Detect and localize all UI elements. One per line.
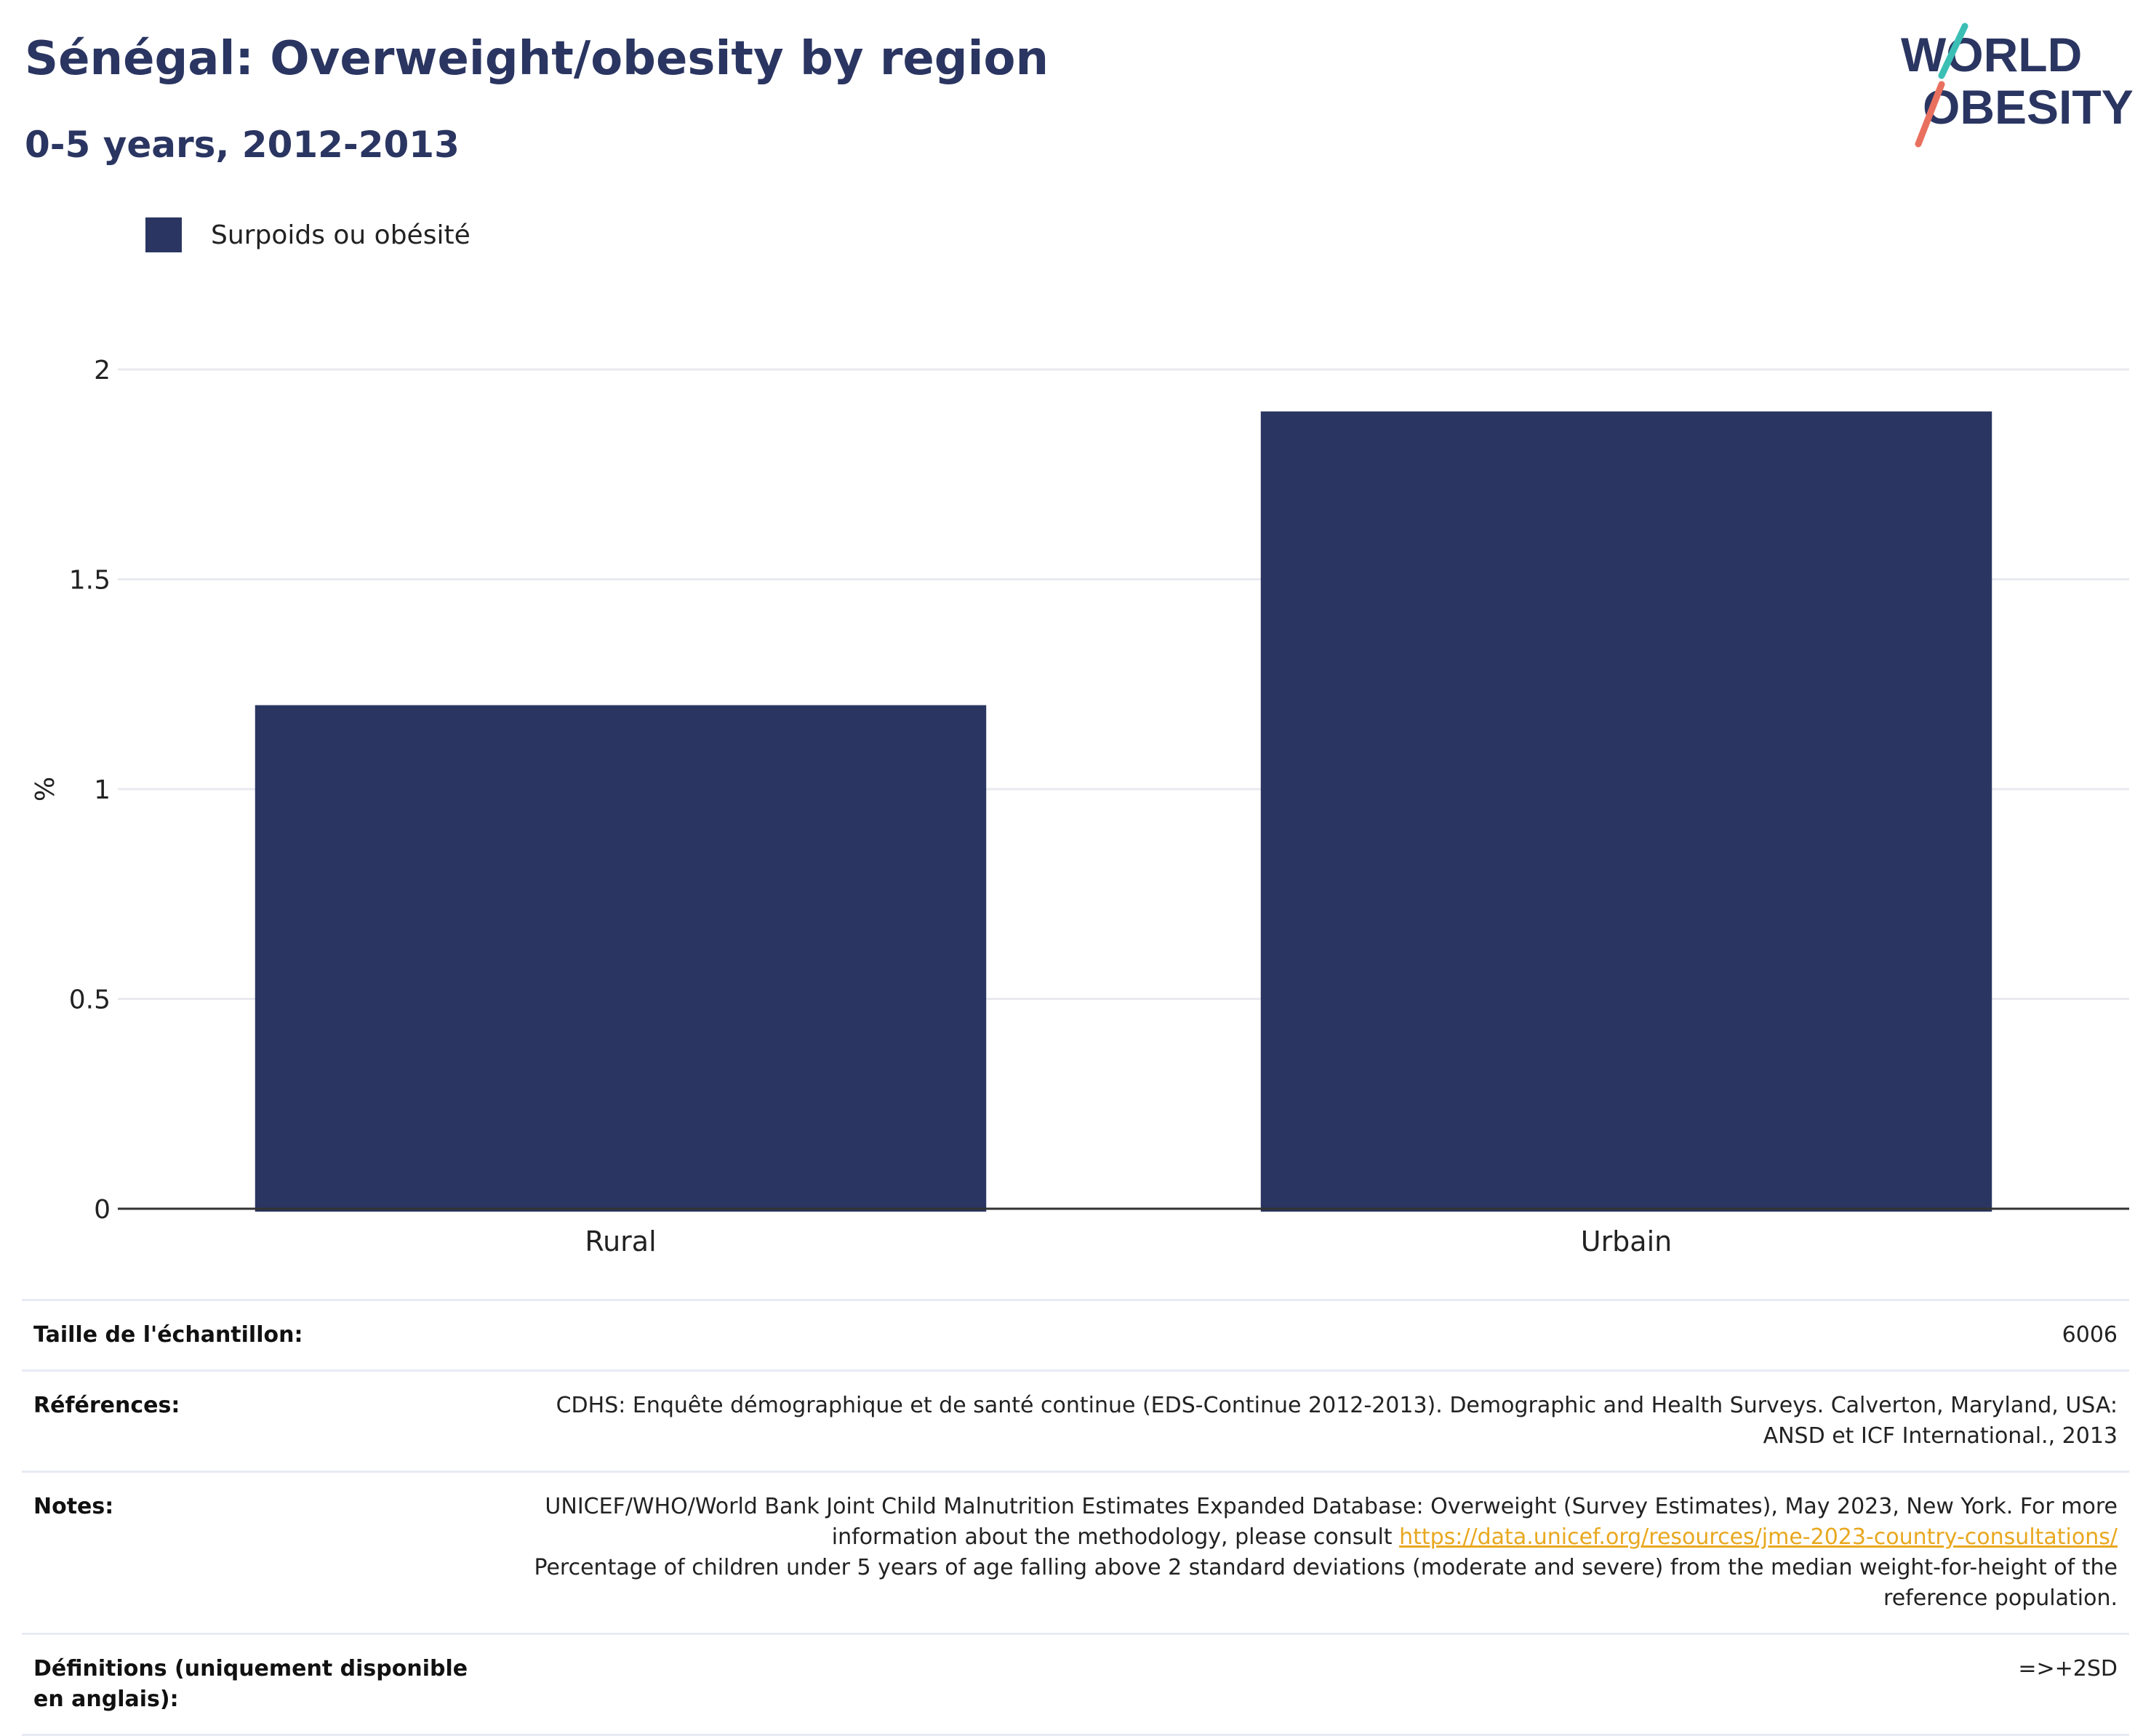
- legend-swatch: [145, 217, 182, 252]
- chart-subtitle: 0-5 years, 2012-2013: [25, 124, 460, 166]
- definitions-row: Définitions (uniquement disponible en an…: [22, 1633, 2129, 1736]
- definitions-label: Définitions (uniquement disponible en an…: [22, 1633, 510, 1736]
- sample-size-label: Taille de l'échantillon:: [22, 1299, 510, 1372]
- y-tick-label: 0.5: [69, 985, 111, 1015]
- notes-text: UNICEF/WHO/World Bank Joint Child Malnut…: [545, 1494, 2118, 1550]
- notes-value: UNICEF/WHO/World Bank Joint Child Malnut…: [510, 1471, 2129, 1635]
- sample-size-value: 6006: [510, 1299, 2129, 1372]
- y-tick-label: 1: [94, 775, 111, 805]
- info-table: Taille de l'échantillon: 6006 Références…: [22, 1299, 2129, 1736]
- y-tick-label: 1.5: [69, 566, 111, 596]
- sample-size-row: Taille de l'échantillon: 6006: [22, 1299, 2129, 1372]
- notes-row: Notes: UNICEF/WHO/World Bank Joint Child…: [22, 1471, 2129, 1635]
- chart-title: Sénégal: Overweight/obesity by region: [25, 32, 1049, 86]
- legend[interactable]: Surpoids ou obésité: [145, 217, 470, 253]
- references-label: Références:: [22, 1369, 510, 1473]
- world-obesity-logo: WORLD OBESITY: [1901, 23, 2134, 148]
- references-value: CDHS: Enquête démographique et de santé …: [510, 1369, 2129, 1473]
- notes-definition-text: Percentage of children under 5 years of …: [534, 1555, 2118, 1611]
- y-tick-label: 0: [94, 1195, 111, 1225]
- y-axis-title: %: [31, 777, 60, 801]
- notes-link[interactable]: https://data.unicef.org/resources/jme-20…: [1399, 1524, 2118, 1550]
- notes-label: Notes:: [22, 1471, 510, 1635]
- x-tick-label: Rural: [585, 1225, 656, 1257]
- references-row: Références: CDHS: Enquête démographique …: [22, 1369, 2129, 1473]
- legend-label: Surpoids ou obésité: [211, 220, 470, 250]
- definitions-value: =>+2SD: [510, 1633, 2129, 1736]
- logo-line2: OBESITY: [1923, 80, 2134, 134]
- y-tick-label: 2: [94, 356, 111, 385]
- bar-rural: [255, 705, 987, 1212]
- bar-chart: 0 0.5 1 1.5 2% Rural Urbain: [31, 356, 2129, 1257]
- logo-line1: WORLD: [1901, 28, 2082, 81]
- bar-urbain: [1260, 411, 1992, 1212]
- x-tick-label: Urbain: [1581, 1225, 1673, 1257]
